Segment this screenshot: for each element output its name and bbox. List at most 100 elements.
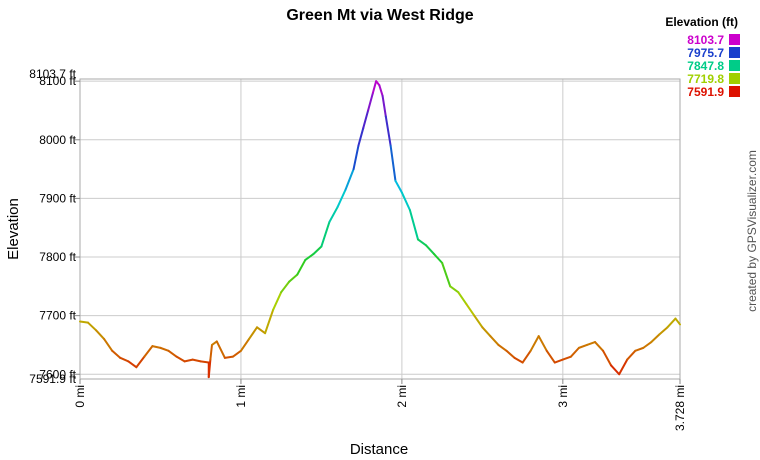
profile-segment <box>394 179 403 194</box>
profile-segment <box>119 356 130 363</box>
profile-segment <box>537 335 548 352</box>
legend-entry-label: 7719.8 <box>687 72 724 86</box>
y-tick-label: 7900 ft <box>39 191 76 205</box>
profile-segment <box>400 191 411 212</box>
profile-segment <box>328 206 339 223</box>
profile-segment <box>209 343 213 361</box>
profile-segment <box>602 349 613 367</box>
y-axis-label: Elevation <box>5 198 22 260</box>
profile-segment <box>127 360 138 369</box>
legend-swatch <box>729 86 740 97</box>
profile-segment <box>642 341 653 349</box>
profile-segment <box>215 340 226 359</box>
legend-entry-label: 8103.7 <box>687 33 724 47</box>
profile-segment <box>344 168 355 191</box>
y-tick-label: 7800 ft <box>39 250 76 264</box>
profile-segment <box>425 244 436 256</box>
profile-segment <box>231 349 242 358</box>
legend-swatch <box>729 60 740 71</box>
elevation-profile-line <box>79 80 681 379</box>
profile-segment <box>465 302 476 317</box>
profile-segment <box>618 358 629 376</box>
profile-segment <box>159 346 170 352</box>
profile-segment <box>272 291 283 311</box>
profile-segment <box>223 355 234 359</box>
profile-segment <box>513 356 524 364</box>
profile-segment <box>449 285 460 294</box>
profile-segment <box>357 127 365 147</box>
y-tick-label: 8000 ft <box>39 133 76 147</box>
profile-segment <box>626 349 637 361</box>
profile-segment <box>666 317 677 329</box>
profile-segment <box>167 349 178 358</box>
profile-segment <box>191 358 202 363</box>
y-extreme-label: 8103.7 ft <box>29 67 76 81</box>
profile-segment <box>151 345 162 349</box>
y-tick-label: 7600 ft <box>39 367 76 381</box>
profile-segment <box>473 314 484 329</box>
profile-segment <box>497 343 508 352</box>
profile-segment <box>561 355 572 361</box>
profile-segment <box>362 109 370 130</box>
x-axis-label: Distance <box>350 441 408 458</box>
y-tick-label: 7700 ft <box>39 309 76 323</box>
profile-segment <box>481 326 492 338</box>
profile-segment <box>408 209 419 241</box>
profile-segment <box>103 338 114 352</box>
y-tick-label: 8100 ft <box>39 74 76 88</box>
profile-segment <box>416 238 428 247</box>
profile-segment <box>143 345 154 358</box>
profile-segment <box>239 338 250 352</box>
profile-segment <box>569 346 580 358</box>
profile-segment <box>312 245 323 256</box>
legend-entry-label: 7591.9 <box>687 85 724 99</box>
profile-segment <box>367 91 374 112</box>
profile-segment <box>352 144 360 171</box>
y-extreme-label: 7591.9 ft <box>29 372 76 386</box>
profile-segment <box>111 349 122 359</box>
profile-segment <box>381 94 387 118</box>
profile-segment <box>95 329 106 341</box>
legend: Elevation (ft) 8103.77975.77847.87719.87… <box>665 15 740 99</box>
profile-segment <box>79 320 90 324</box>
x-axis-ticks: 0 mi 1 mi 2 mi 3 mi 3.728 mi <box>73 379 687 431</box>
profile-segment <box>280 280 291 294</box>
profile-segment <box>594 341 605 352</box>
profile-segment <box>389 144 397 182</box>
profile-segment <box>371 80 378 94</box>
legend-swatch <box>729 73 740 84</box>
x-tick-label: 2 mi <box>395 385 409 408</box>
profile-segment <box>296 258 307 276</box>
profile-segment <box>320 220 331 248</box>
profile-segment <box>529 335 540 352</box>
profile-segment <box>457 291 468 305</box>
profile-segment <box>264 308 275 335</box>
profile-segment <box>650 333 661 344</box>
profile-segment <box>175 355 186 363</box>
profile-segment <box>577 343 588 349</box>
profile-segment <box>585 341 597 346</box>
profile-segment <box>207 358 212 379</box>
profile-segment <box>183 358 194 363</box>
profile-segment <box>674 317 681 326</box>
x-tick-label: 3.728 mi <box>673 385 687 431</box>
legend-entry-label: 7975.7 <box>687 46 724 60</box>
y-axis-ticks: 7600 ft 7700 ft 7800 ft 7900 ft 8000 ft 8100 … <box>29 67 80 386</box>
plot-frame <box>79 78 681 380</box>
profile-segment <box>545 349 556 364</box>
profile-segment <box>521 349 532 364</box>
profile-segment <box>304 253 315 261</box>
legend-swatch <box>729 34 740 45</box>
profile-segment <box>658 326 669 336</box>
legend-entry-label: 7847.8 <box>687 59 724 73</box>
profile-segment <box>288 273 299 283</box>
x-tick-label: 0 mi <box>73 385 87 408</box>
chart-title: Green Mt via West Ridge <box>286 7 473 24</box>
profile-segment <box>256 326 267 335</box>
profile-segment <box>553 358 564 364</box>
profile-segment <box>610 364 621 376</box>
profile-segment <box>384 115 392 147</box>
